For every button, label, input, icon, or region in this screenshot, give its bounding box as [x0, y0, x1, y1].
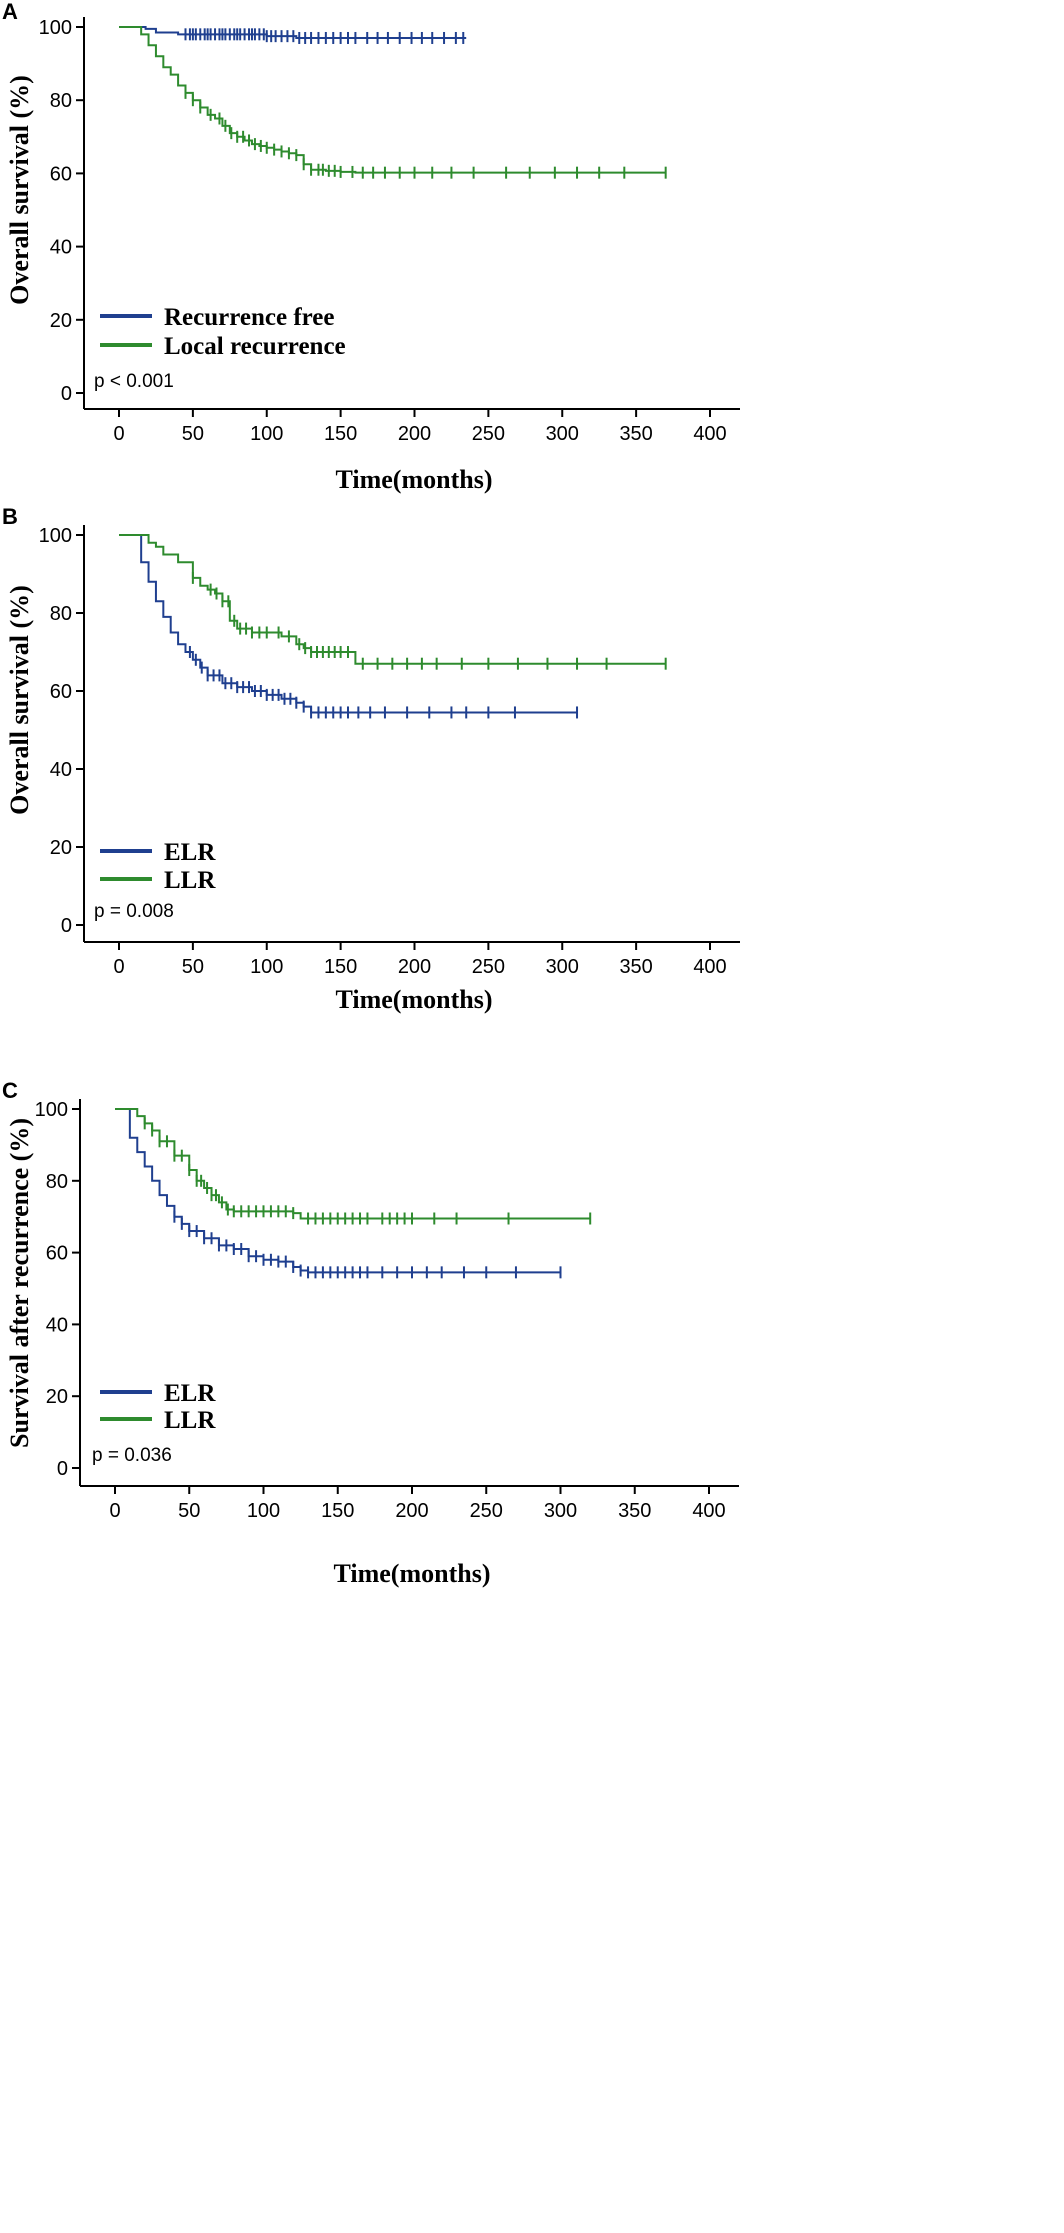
panel-a-x-tick-label: 350 [619, 423, 652, 445]
panel-b-x-tick-label: 200 [398, 956, 431, 978]
panel-b-y-tick-label: 80 [50, 603, 72, 625]
panel-c-x-tick-label: 250 [470, 1500, 503, 1522]
panel-b-x-tick-label: 400 [693, 956, 726, 978]
panel-b-x-tick-label: 150 [324, 956, 357, 978]
panel-a-y-tick-label: 40 [50, 237, 72, 259]
panel-b-plot: 0 20 40 60 80 100 0 50 100 150 200 250 300 350 400 ELRL… [39, 525, 740, 978]
panel-c-letter: C [2, 1078, 18, 1103]
panel-a-x-tick-label: 250 [472, 423, 505, 445]
panel-b-series-elr [119, 534, 578, 714]
panel-b-x-tick-label: 50 [182, 956, 204, 978]
panel-a: A Overall survival (%) Time(months) 0 20 4… [2, 0, 740, 494]
panel-c-series-elr [115, 1108, 561, 1274]
panel-a-x-tick-label: 0 [113, 423, 124, 445]
panel-b-letter: B [2, 504, 18, 529]
panel-c-x-axis-title: Time(months) [334, 1559, 491, 1588]
panel-a-x-tick-label: 100 [250, 423, 283, 445]
panel-a-y-tick-label: 0 [61, 383, 72, 405]
panel-a-x-tick-label: 200 [398, 423, 431, 445]
panel-c-x-tick-label: 50 [178, 1500, 200, 1522]
panel-b-y-tick-label: 60 [50, 681, 72, 703]
panel-b-p-value: p = 0.008 [94, 901, 174, 922]
panel-b-y-tick-label: 100 [39, 525, 72, 547]
panel-b-y-tick-label: 20 [50, 837, 72, 859]
panel-b-x-tick-label: 0 [113, 956, 124, 978]
panel-a-plot: 0 20 40 60 80 100 0 50 100 150 200 250 300 350 400 Recu… [39, 17, 740, 445]
panel-b-x-tick-label: 100 [250, 956, 283, 978]
panel-a-letter: A [2, 0, 18, 24]
panel-c-plot: 0 20 40 60 80 100 0 50 100 150 200 250 300 350 400 ELRL… [35, 1099, 739, 1522]
panel-c-x-tick-label: 0 [109, 1500, 120, 1522]
panel-a-x-tick-label: 300 [546, 423, 579, 445]
panel-a-x-tick-label: 150 [324, 423, 357, 445]
panel-a-y-tick-label: 100 [39, 17, 72, 39]
panel-c-y-tick-label: 40 [46, 1314, 68, 1336]
panel-c-x-tick-label: 200 [395, 1500, 428, 1522]
panel-b-series-llr [119, 534, 666, 665]
panel-b-x-tick-label: 350 [619, 956, 652, 978]
panel-c-x-tick-label: 300 [544, 1500, 577, 1522]
panel-c: C Survival after recurrence (%) Time(mon… [2, 1078, 739, 1588]
panel-c-legend-label-elr: ELR [164, 1380, 216, 1407]
panel-b-legend-label-llr: LLR [164, 867, 216, 894]
panel-a-y-tick-label: 80 [50, 90, 72, 112]
panel-a-y-tick-label: 60 [50, 163, 72, 185]
panel-b-legend-label-elr: ELR [164, 839, 216, 866]
panel-a-series-local-recurrence [119, 26, 666, 174]
panel-c-p-value: p = 0.036 [92, 1445, 172, 1466]
panel-c-y-tick-label: 60 [46, 1243, 68, 1265]
panel-a-y-axis-title: Overall survival (%) [5, 75, 34, 305]
panel-c-y-tick-label: 80 [46, 1171, 68, 1193]
panel-c-y-tick-label: 100 [35, 1099, 68, 1121]
panel-a-x-tick-label: 50 [182, 423, 204, 445]
panel-a-legend-label-recurrence-free: Recurrence free [164, 304, 335, 331]
panel-a-y-tick-label: 20 [50, 310, 72, 332]
panel-c-y-tick-label: 20 [46, 1386, 68, 1408]
panel-c-y-axis-title: Survival after recurrence (%) [5, 1118, 34, 1448]
panel-c-x-tick-label: 100 [247, 1500, 280, 1522]
panel-a-p-value: p < 0.001 [94, 371, 174, 392]
panel-b-y-tick-label: 40 [50, 759, 72, 781]
panel-b-x-axis-title: Time(months) [336, 985, 493, 1014]
panel-c-x-tick-label: 350 [618, 1500, 651, 1522]
panel-b-y-tick-label: 0 [61, 915, 72, 937]
panel-b-y-axis-title: Overall survival (%) [5, 585, 34, 815]
panel-c-series-llr [115, 1108, 591, 1220]
panel-b-x-tick-label: 300 [546, 956, 579, 978]
panel-c-x-tick-label: 400 [692, 1500, 725, 1522]
panel-a-x-tick-label: 400 [693, 423, 726, 445]
panel-a-legend-label-local-recurrence: Local recurrence [164, 333, 346, 360]
panel-c-x-tick-label: 150 [321, 1500, 354, 1522]
panel-a-x-axis-title: Time(months) [336, 465, 493, 494]
panel-c-legend-label-llr: LLR [164, 1407, 216, 1434]
panel-b-x-tick-label: 250 [472, 956, 505, 978]
panel-c-y-tick-label: 0 [57, 1458, 68, 1480]
panel-b: B Overall survival (%) Time(months) 0 20 4… [2, 504, 740, 1014]
